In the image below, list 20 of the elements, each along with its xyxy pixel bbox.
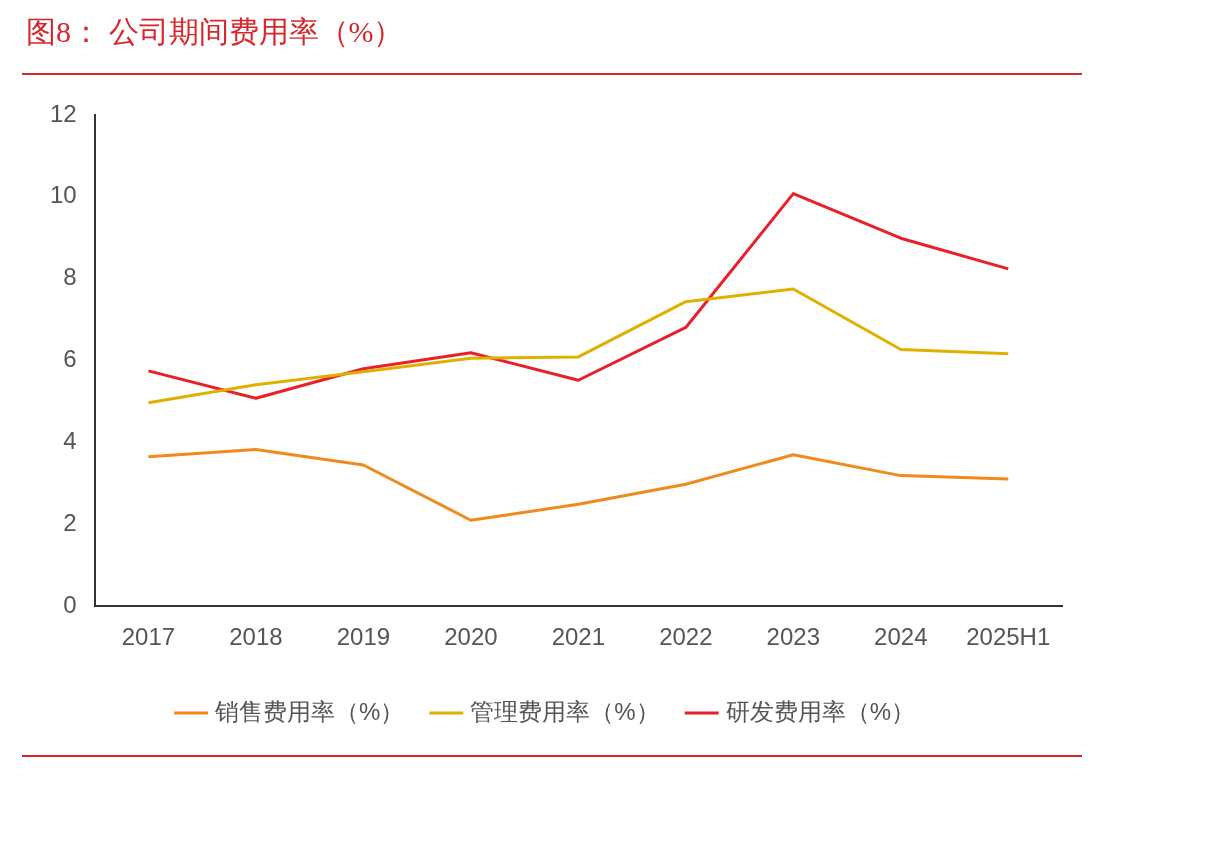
y-tick-label: 12 xyxy=(49,99,77,127)
x-tick-label: 2024 xyxy=(874,623,928,651)
legend-label: 研发费用率（%） xyxy=(725,697,916,725)
x-tick-label: 2022 xyxy=(659,623,713,651)
x-tick-label: 2021 xyxy=(551,623,606,651)
chart-title: 图8： 公司期间费用率（%） xyxy=(25,14,405,50)
y-tick-label: 4 xyxy=(63,427,77,455)
x-tick-label: 2017 xyxy=(121,623,176,651)
y-tick-label: 8 xyxy=(63,263,77,291)
x-tick-label: 2023 xyxy=(766,623,820,651)
x-tick-label: 2018 xyxy=(229,623,283,651)
y-tick-label: 10 xyxy=(49,181,77,209)
x-tick-label: 2020 xyxy=(444,623,498,651)
x-tick-label: 2019 xyxy=(336,623,391,651)
y-tick-label: 6 xyxy=(63,345,77,373)
legend-label: 销售费用率（%） xyxy=(213,697,405,725)
legend-label: 管理费用率（%） xyxy=(470,697,660,725)
x-tick-label: 2025H1 xyxy=(966,623,1051,651)
y-tick-label: 0 xyxy=(63,590,77,618)
y-tick-label: 2 xyxy=(63,508,77,536)
